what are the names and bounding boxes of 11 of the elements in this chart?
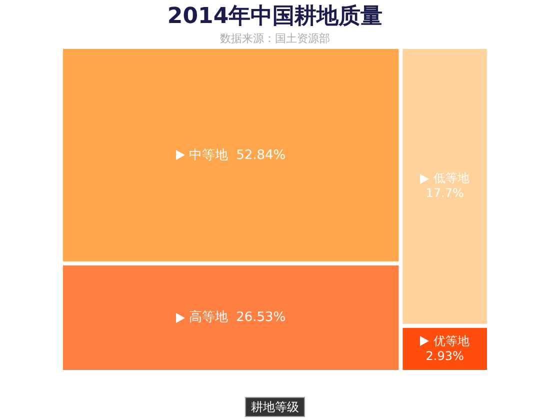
text: 耕地等级 (245, 397, 305, 417)
category-label: 中等地 (189, 148, 228, 163)
text: 2014年中国耕地质量 (167, 4, 383, 29)
data-label: 17.7% (426, 186, 464, 202)
data-label: 2.93% (426, 348, 464, 364)
category-label: 高等地 (189, 310, 228, 326)
text: 数据来源：国土资源部 (220, 32, 330, 45)
category-label: 优等地 (433, 334, 470, 349)
data-label: 26.53% (236, 310, 286, 326)
category-label: 低等地 (433, 171, 470, 186)
data-label: 52.84% (236, 148, 286, 163)
